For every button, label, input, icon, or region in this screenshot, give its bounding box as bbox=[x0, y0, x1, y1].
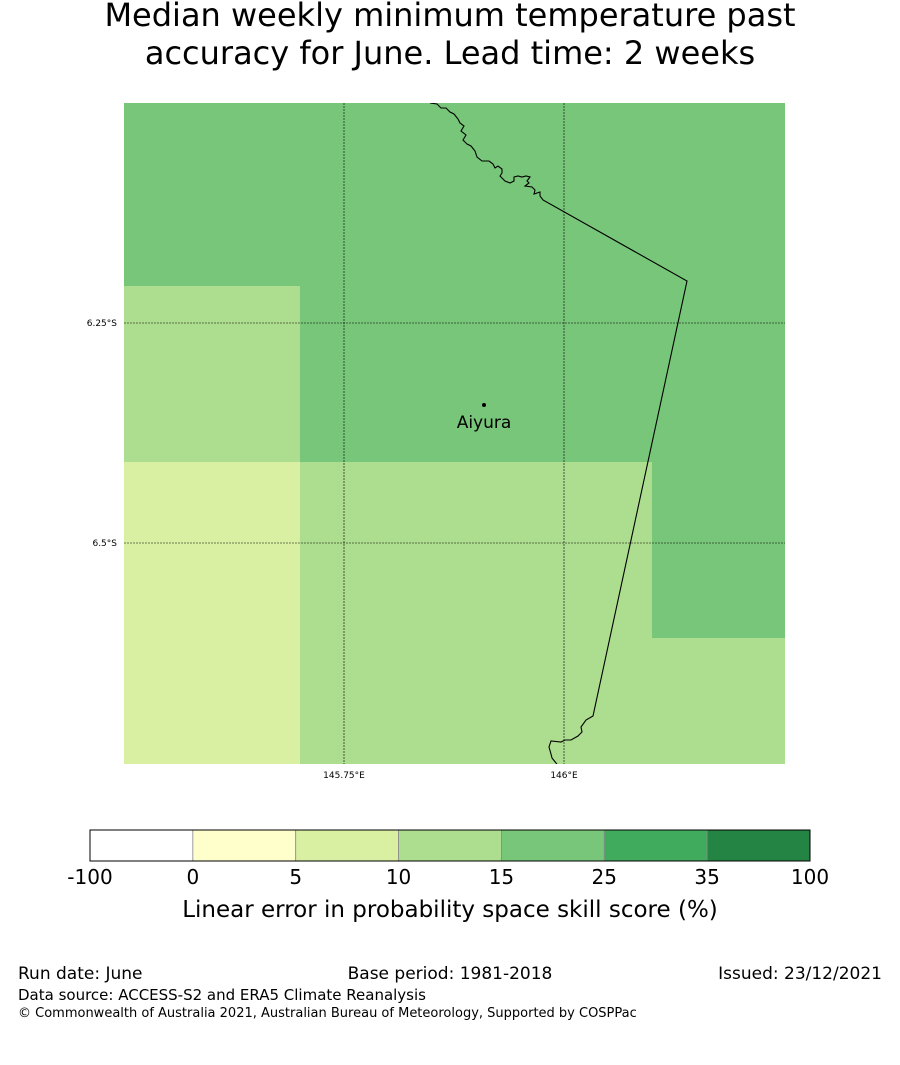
base-period: Base period: 1981-2018 bbox=[347, 964, 553, 984]
colorbar-segment bbox=[706, 829, 811, 862]
lon-tick-label: 146°E bbox=[550, 771, 578, 781]
grid-cell bbox=[652, 103, 785, 110]
place-marker bbox=[482, 403, 486, 407]
map-title-line-1: Median weekly minimum temperature past bbox=[104, 0, 796, 34]
colorbar-tick-label: 35 bbox=[694, 865, 720, 889]
grid-cell bbox=[0, 0, 124, 110]
grid-cell bbox=[124, 110, 300, 286]
grid-cell bbox=[828, 0, 900, 110]
data-source: Data source: ACCESS-S2 and ERA5 Climate … bbox=[18, 986, 426, 1004]
colorbar-tick-label: 15 bbox=[488, 865, 515, 889]
grid-cell bbox=[652, 638, 785, 764]
grid-cell bbox=[124, 462, 300, 638]
grid-cell bbox=[828, 814, 900, 834]
colorbar-tick-label: 5 bbox=[289, 865, 303, 889]
run-date: Run date: June bbox=[18, 964, 143, 984]
colorbar-segment bbox=[398, 829, 502, 862]
lon-tick-label: 145.75°E bbox=[323, 771, 365, 781]
grid-cell bbox=[300, 286, 476, 462]
colorbar-tick-label: 0 bbox=[186, 865, 200, 889]
issued-date: Issued: 23/12/2021 bbox=[718, 964, 882, 984]
colorbar-label: Linear error in probability space skill … bbox=[182, 897, 718, 923]
grid-cell bbox=[0, 286, 124, 462]
copyright: © Commonwealth of Australia 2021, Austra… bbox=[18, 1006, 637, 1021]
map-figure: Aiyura 6.25°S 6.5°S 145.75°E 146°E bbox=[0, 0, 900, 862]
grid-cell bbox=[0, 110, 124, 286]
grid-cell bbox=[828, 110, 900, 286]
grid-cell bbox=[652, 286, 785, 462]
colorbar-tick-label: 10 bbox=[385, 865, 412, 889]
grid-cell bbox=[124, 638, 300, 764]
map-title-line-2: accuracy for June. Lead time: 2 weeks bbox=[144, 34, 756, 72]
colorbar-tick-label: 100 bbox=[790, 865, 830, 889]
grid-cell bbox=[0, 462, 124, 638]
grid-cell bbox=[300, 110, 476, 286]
lat-tick-label: 6.25°S bbox=[87, 319, 118, 329]
colorbar-segment bbox=[295, 829, 399, 862]
map-title: Median weekly minimum temperature past a… bbox=[0, 0, 900, 72]
grid-cell bbox=[300, 638, 476, 764]
lat-tick-label: 6.5°S bbox=[92, 539, 117, 549]
grid-cell bbox=[652, 110, 785, 286]
grid-cell bbox=[476, 103, 652, 110]
grid-cell bbox=[300, 103, 476, 110]
colorbar-segment bbox=[603, 829, 708, 862]
grid-cell bbox=[828, 462, 900, 638]
border-line bbox=[429, 103, 688, 764]
colorbar bbox=[89, 829, 811, 862]
grid-cell bbox=[0, 638, 124, 814]
grid-cell bbox=[828, 286, 900, 462]
colorbar-frame bbox=[89, 829, 811, 862]
colorbar-segment bbox=[501, 829, 605, 862]
grid-cell bbox=[124, 286, 300, 462]
grid-cell bbox=[828, 638, 900, 814]
skill-grid bbox=[0, 0, 900, 834]
colorbar-tick-label: -100 bbox=[67, 865, 113, 889]
place-label: Aiyura bbox=[457, 413, 512, 433]
colorbar-segment bbox=[192, 829, 297, 862]
grid-cell bbox=[124, 103, 300, 110]
grid-cell bbox=[300, 462, 476, 638]
grid-cell bbox=[652, 462, 785, 638]
colorbar-tick-label: 25 bbox=[591, 865, 618, 889]
colorbar-segment bbox=[89, 829, 194, 862]
